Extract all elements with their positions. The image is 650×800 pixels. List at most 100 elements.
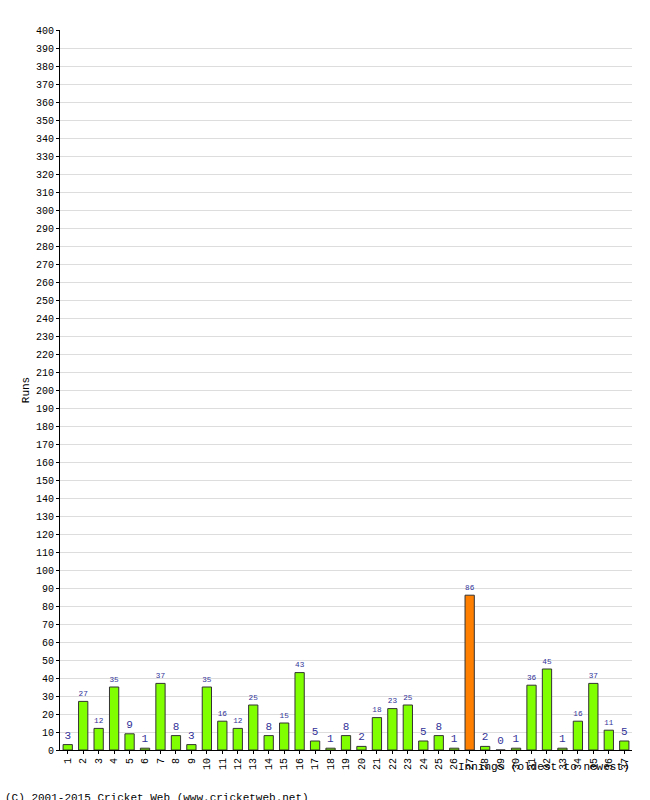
svg-text:2: 2	[78, 758, 89, 764]
svg-text:6: 6	[140, 758, 151, 764]
svg-text:5: 5	[420, 726, 427, 738]
svg-text:150: 150	[36, 476, 54, 487]
svg-text:330: 330	[36, 152, 54, 163]
svg-text:1: 1	[327, 733, 334, 745]
svg-text:Runs: Runs	[20, 377, 32, 403]
svg-text:200: 200	[36, 386, 54, 397]
svg-text:290: 290	[36, 224, 54, 235]
svg-text:20: 20	[42, 710, 54, 721]
svg-text:1: 1	[559, 733, 566, 745]
svg-text:34: 34	[573, 758, 584, 770]
svg-text:86: 86	[465, 584, 475, 592]
svg-text:25: 25	[434, 758, 445, 770]
svg-text:12: 12	[233, 717, 243, 725]
svg-text:31: 31	[527, 758, 538, 770]
svg-text:230: 230	[36, 332, 54, 343]
svg-text:10: 10	[202, 758, 213, 770]
svg-text:1: 1	[513, 733, 520, 745]
svg-text:3: 3	[188, 730, 195, 742]
svg-text:9: 9	[126, 719, 133, 731]
svg-text:27: 27	[465, 758, 476, 770]
svg-text:12: 12	[94, 717, 104, 725]
svg-text:100: 100	[36, 566, 54, 577]
svg-text:190: 190	[36, 404, 54, 415]
svg-text:35: 35	[109, 676, 119, 684]
svg-text:270: 270	[36, 260, 54, 271]
svg-text:8: 8	[265, 721, 272, 733]
svg-text:0: 0	[48, 746, 54, 757]
svg-text:25: 25	[403, 694, 413, 702]
svg-text:180: 180	[36, 422, 54, 433]
svg-text:80: 80	[42, 602, 54, 613]
svg-text:(C) 2001-2015 Cricket Web (www: (C) 2001-2015 Cricket Web (www.cricketwe…	[5, 792, 309, 800]
svg-text:29: 29	[496, 758, 507, 770]
svg-text:14: 14	[264, 758, 275, 770]
svg-text:370: 370	[36, 80, 54, 91]
svg-text:260: 260	[36, 278, 54, 289]
svg-text:3: 3	[94, 758, 105, 764]
svg-text:340: 340	[36, 134, 54, 145]
svg-text:8: 8	[171, 758, 182, 764]
svg-text:30: 30	[511, 758, 522, 770]
svg-text:37: 37	[156, 672, 166, 680]
svg-text:24: 24	[419, 758, 430, 770]
svg-text:18: 18	[372, 706, 382, 714]
svg-text:22: 22	[388, 758, 399, 770]
svg-text:5: 5	[312, 726, 319, 738]
svg-text:32: 32	[542, 758, 553, 770]
svg-text:390: 390	[36, 44, 54, 55]
svg-text:21: 21	[372, 758, 383, 770]
svg-text:350: 350	[36, 116, 54, 127]
svg-text:18: 18	[326, 758, 337, 770]
svg-text:23: 23	[403, 758, 414, 770]
svg-text:Innings (oldest to newest): Innings (oldest to newest)	[458, 761, 630, 773]
svg-text:9: 9	[187, 758, 198, 764]
svg-text:140: 140	[36, 494, 54, 505]
svg-text:1: 1	[63, 758, 74, 764]
svg-text:210: 210	[36, 368, 54, 379]
svg-text:3: 3	[64, 730, 71, 742]
svg-text:8: 8	[435, 721, 442, 733]
svg-text:27: 27	[79, 690, 89, 698]
svg-text:250: 250	[36, 296, 54, 307]
svg-text:1: 1	[142, 733, 149, 745]
svg-text:26: 26	[449, 758, 460, 770]
svg-text:10: 10	[42, 728, 54, 739]
svg-text:11: 11	[604, 719, 614, 727]
svg-text:4: 4	[109, 758, 120, 764]
svg-text:220: 220	[36, 350, 54, 361]
svg-text:160: 160	[36, 458, 54, 469]
svg-text:16: 16	[218, 710, 228, 718]
svg-text:5: 5	[125, 758, 136, 764]
svg-text:130: 130	[36, 512, 54, 523]
svg-text:16: 16	[295, 758, 306, 770]
svg-text:35: 35	[202, 676, 212, 684]
svg-text:17: 17	[310, 758, 321, 770]
svg-text:23: 23	[388, 697, 398, 705]
svg-text:37: 37	[589, 672, 599, 680]
svg-text:380: 380	[36, 62, 54, 73]
svg-text:2: 2	[482, 731, 489, 743]
svg-text:13: 13	[248, 758, 259, 770]
svg-text:50: 50	[42, 656, 54, 667]
svg-text:240: 240	[36, 314, 54, 325]
svg-text:70: 70	[42, 620, 54, 631]
svg-text:2: 2	[358, 731, 365, 743]
svg-text:36: 36	[527, 674, 537, 682]
svg-text:28: 28	[480, 758, 491, 770]
svg-text:19: 19	[341, 758, 352, 770]
svg-text:400: 400	[36, 26, 54, 37]
svg-text:120: 120	[36, 530, 54, 541]
svg-text:36: 36	[604, 758, 615, 770]
svg-text:35: 35	[589, 758, 600, 770]
svg-text:8: 8	[343, 721, 350, 733]
svg-text:11: 11	[218, 758, 229, 770]
svg-text:1: 1	[451, 733, 458, 745]
svg-text:0: 0	[497, 735, 504, 747]
svg-text:16: 16	[573, 710, 583, 718]
svg-text:310: 310	[36, 188, 54, 199]
svg-text:8: 8	[173, 721, 180, 733]
svg-text:280: 280	[36, 242, 54, 253]
svg-text:40: 40	[42, 674, 54, 685]
svg-text:20: 20	[357, 758, 368, 770]
